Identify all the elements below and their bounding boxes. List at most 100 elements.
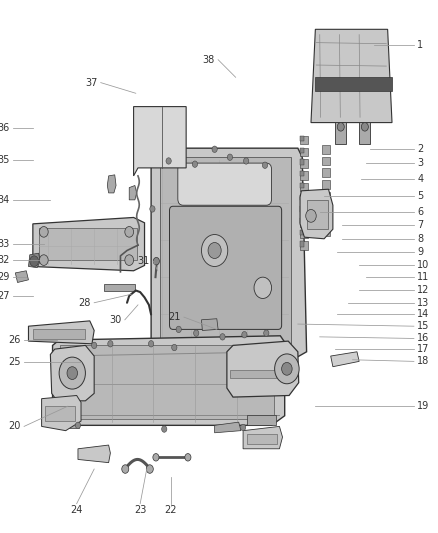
Polygon shape [201,319,218,330]
Bar [266,351,288,373]
Bar [322,157,330,165]
Circle shape [192,161,198,167]
Bar [307,200,328,229]
Bar [322,204,330,212]
Text: 5: 5 [417,191,424,201]
Text: 35: 35 [0,155,10,165]
Bar [300,206,304,212]
Circle shape [275,354,299,384]
Text: 32: 32 [0,255,10,265]
Bar [157,351,179,373]
Polygon shape [28,253,40,268]
Bar [322,145,330,154]
Bar [104,284,135,291]
Circle shape [59,357,85,389]
Text: 23: 23 [134,505,146,515]
Circle shape [162,426,167,432]
Circle shape [240,424,246,431]
Bar [335,122,346,144]
Circle shape [262,162,268,168]
Bar [322,227,330,236]
Bar [247,434,277,444]
Bar [322,192,330,200]
Polygon shape [134,107,186,176]
Bar [300,218,304,223]
Bar [300,159,308,168]
Text: 17: 17 [417,344,430,354]
Bar [300,195,308,203]
Bar [300,148,308,156]
Circle shape [153,454,159,461]
Polygon shape [227,341,299,397]
Text: 27: 27 [0,291,10,301]
Text: 6: 6 [417,207,424,217]
Polygon shape [50,345,94,401]
Bar [300,171,304,176]
Circle shape [150,206,155,212]
Text: 21: 21 [168,312,180,322]
Bar [60,345,274,419]
Text: 37: 37 [85,78,97,87]
Polygon shape [107,175,116,193]
Polygon shape [28,321,94,344]
Circle shape [172,344,177,351]
Text: 2: 2 [417,144,424,154]
Text: 4: 4 [417,174,424,183]
Circle shape [185,454,191,461]
FancyBboxPatch shape [178,163,272,205]
Text: 29: 29 [0,272,10,282]
Text: 31: 31 [138,256,150,266]
Circle shape [148,341,154,347]
Text: 38: 38 [202,55,215,64]
Polygon shape [311,29,392,123]
Circle shape [201,235,228,266]
Text: 12: 12 [417,286,430,295]
Circle shape [92,342,97,349]
Circle shape [208,243,221,259]
Bar [247,415,276,425]
Bar [300,183,304,188]
FancyBboxPatch shape [170,206,282,329]
Bar [300,241,308,250]
Text: 24: 24 [71,505,83,515]
Polygon shape [243,426,283,449]
Polygon shape [53,336,285,425]
Bar [322,180,330,189]
Bar [300,136,308,144]
Text: 20: 20 [8,422,21,431]
Circle shape [75,422,81,429]
Circle shape [176,326,181,333]
Text: 34: 34 [0,195,10,205]
Bar [300,171,308,180]
Circle shape [306,209,316,222]
Text: 26: 26 [8,335,21,345]
Bar [300,159,304,165]
Text: 7: 7 [417,220,424,230]
Circle shape [67,367,78,379]
Polygon shape [300,189,333,239]
Text: 30: 30 [109,315,121,325]
Polygon shape [33,217,145,271]
Bar [300,206,308,215]
Polygon shape [42,395,81,431]
Text: 1: 1 [417,41,424,50]
Bar [45,406,75,421]
Circle shape [108,341,113,347]
Bar [39,228,137,260]
Circle shape [153,257,159,265]
Circle shape [244,158,249,164]
Text: 13: 13 [417,298,430,308]
Bar [300,241,304,247]
Text: 25: 25 [8,358,21,367]
Text: 36: 36 [0,123,10,133]
Text: 22: 22 [165,505,177,515]
Circle shape [194,330,199,336]
Text: 9: 9 [417,247,424,256]
Bar [300,148,304,153]
Circle shape [282,362,292,375]
Text: 18: 18 [417,357,430,366]
Bar [230,370,276,378]
Bar [322,215,330,224]
Text: 16: 16 [417,334,430,343]
Bar [300,230,308,238]
